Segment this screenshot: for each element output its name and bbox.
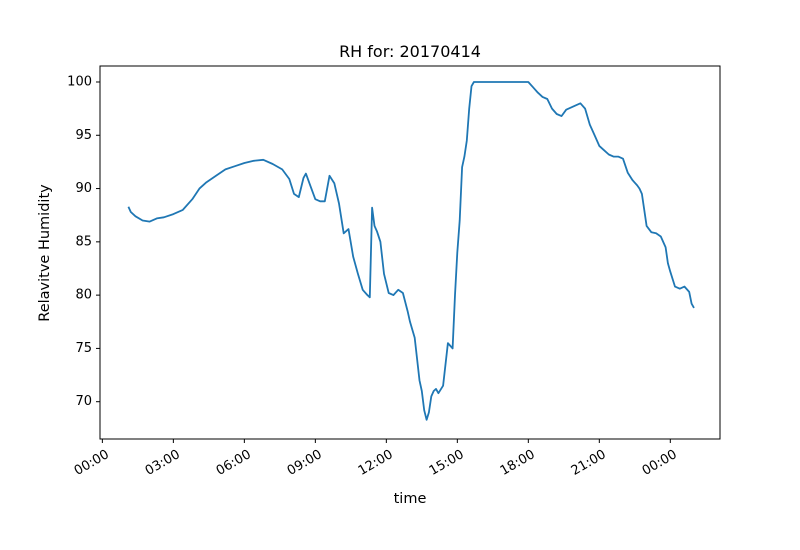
x-tick-label: 00:00 bbox=[640, 447, 680, 479]
y-tick-label: 75 bbox=[75, 341, 92, 356]
x-tick-label: 00:00 bbox=[72, 447, 112, 479]
x-tick-label: 21:00 bbox=[569, 447, 609, 479]
y-axis-label: Relavitve Humidity bbox=[37, 184, 53, 322]
y-tick-label: 90 bbox=[75, 181, 92, 196]
x-tick-label: 15:00 bbox=[427, 447, 467, 479]
plot-area bbox=[127, 81, 695, 421]
x-tick-label: 03:00 bbox=[143, 447, 183, 479]
x-tick-label: 09:00 bbox=[285, 447, 325, 479]
x-tick-label: 18:00 bbox=[498, 447, 538, 479]
plot-frame bbox=[99, 65, 721, 440]
y-axis: 70 75 80 85 90 95 100 bbox=[67, 74, 100, 409]
y-tick-label: 85 bbox=[75, 234, 92, 249]
chart-title: RH for: 20170414 bbox=[339, 42, 481, 61]
x-tick-label: 12:00 bbox=[356, 447, 396, 479]
x-axis-label: time bbox=[394, 491, 427, 507]
y-tick-label: 80 bbox=[75, 288, 92, 303]
y-tick-label: 100 bbox=[67, 74, 92, 89]
y-tick-label: 70 bbox=[75, 394, 92, 409]
series-line-0 bbox=[127, 81, 695, 421]
x-axis: 00:00 03:00 06:00 09:00 12:00 15:00 18:00 21:00… bbox=[72, 439, 680, 479]
x-tick-label: 06:00 bbox=[214, 447, 254, 479]
y-tick-label: 95 bbox=[75, 128, 92, 143]
